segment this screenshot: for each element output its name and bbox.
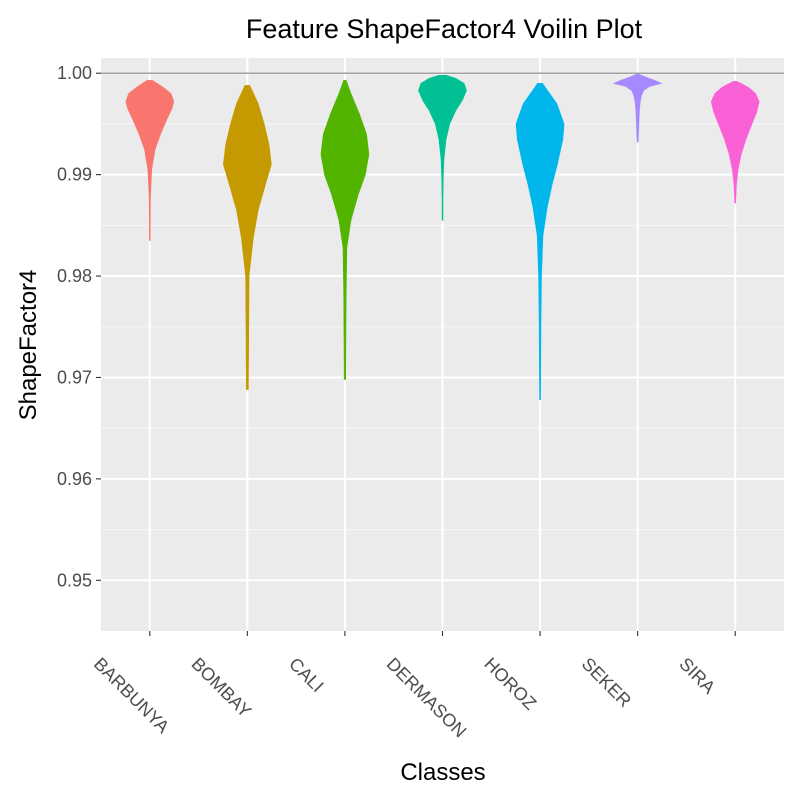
violin-horoz [515, 83, 565, 401]
y-tick-label: 1.00 [57, 63, 92, 83]
x-axis-title: Classes [400, 759, 485, 786]
violin-sira [710, 81, 760, 204]
violin-bombay [223, 85, 272, 390]
violin-seker [613, 73, 662, 143]
y-tick-label: 0.95 [57, 570, 92, 590]
y-tick-label: 0.97 [57, 367, 92, 387]
y-tick-label: 0.99 [57, 165, 92, 185]
x-axis-ticks: BARBUNYA BOMBAY CALI DERMASON HOROZ SEKER SIRA [90, 631, 736, 742]
x-tick-label-sira: SIRA [675, 654, 719, 698]
x-tick-label-dermason: DERMASON [383, 654, 471, 742]
violin-dermason [418, 74, 467, 221]
y-axis-ticks: 0.95 0.96 0.97 0.98 0.99 1.00 [57, 63, 101, 590]
x-tick-label-cali: CALI [285, 654, 327, 696]
x-tick-label-seker: SEKER [578, 654, 635, 711]
violins [125, 73, 760, 401]
chart-title: Feature ShapeFactor4 Voilin Plot [246, 14, 643, 44]
violin-cali [320, 80, 370, 380]
x-tick-label-barbunya: BARBUNYA [90, 654, 173, 737]
violin-barbunya [125, 80, 175, 241]
x-tick-label-bombay: BOMBAY [188, 654, 256, 722]
y-tick-label: 0.98 [57, 266, 92, 286]
y-axis-title: ShapeFactor4 [15, 270, 42, 421]
y-tick-label: 0.96 [57, 469, 92, 489]
x-tick-label-horoz: HOROZ [480, 654, 540, 714]
